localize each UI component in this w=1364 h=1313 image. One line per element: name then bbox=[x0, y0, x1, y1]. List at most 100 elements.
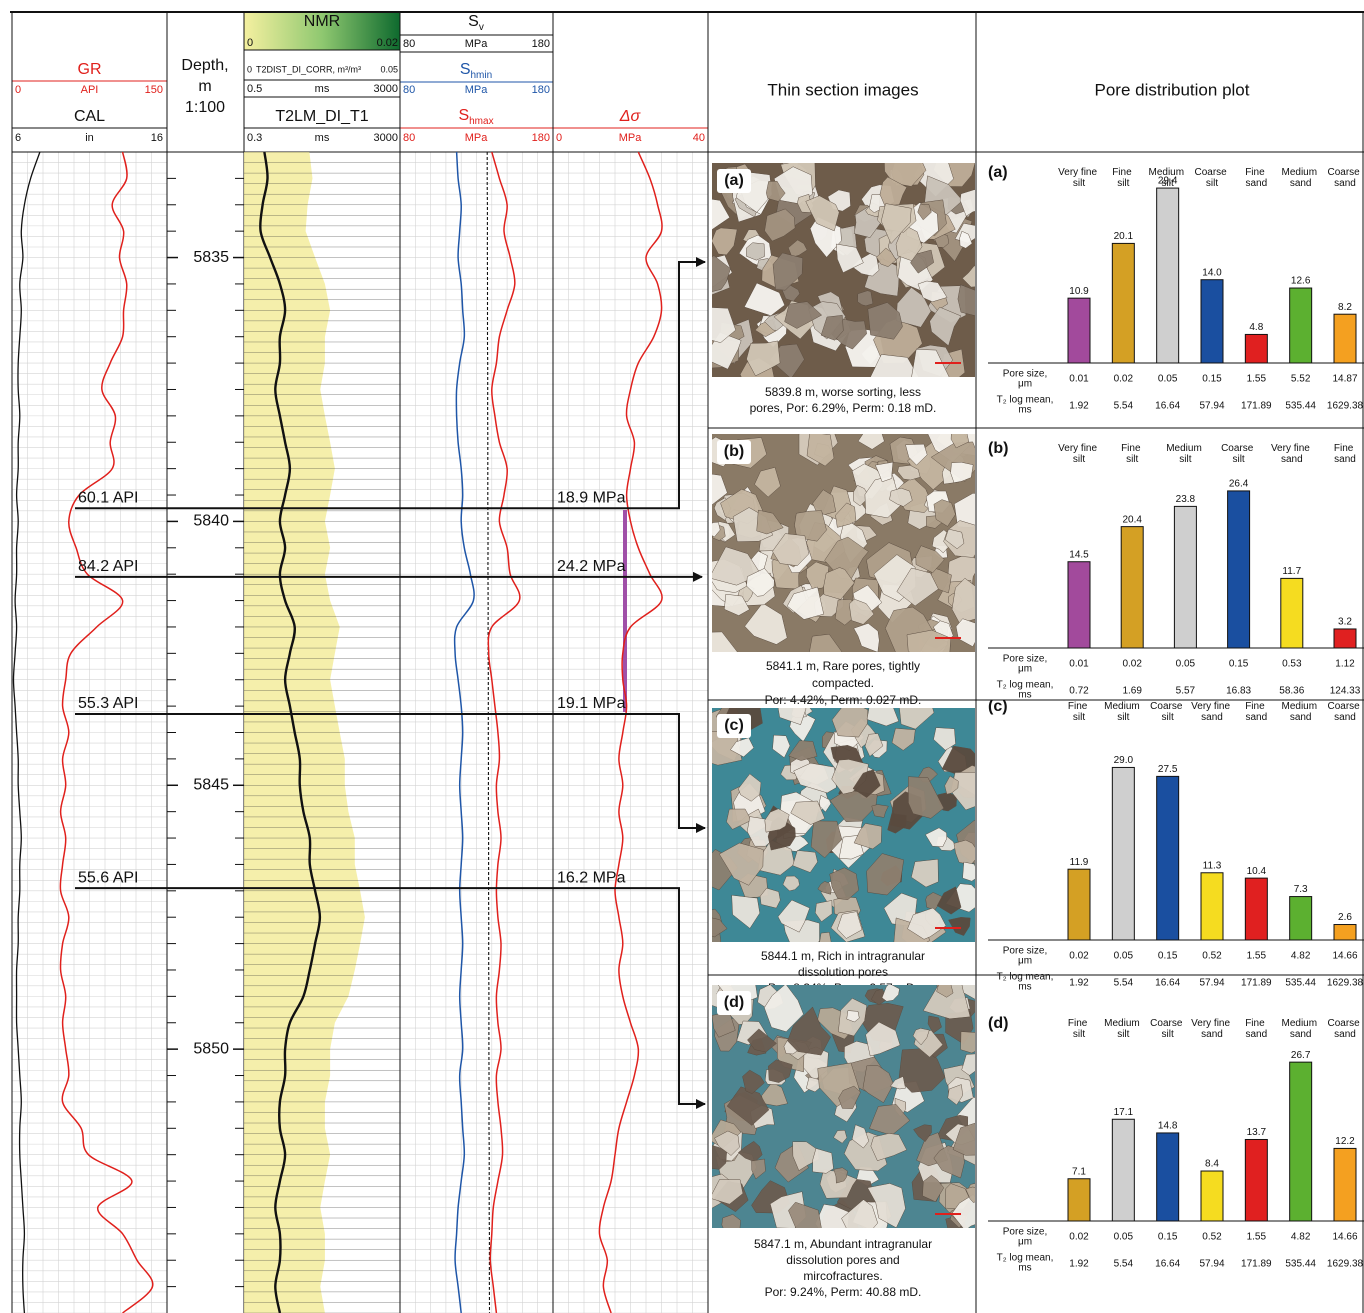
value-label: 8.4 bbox=[1205, 1159, 1219, 1170]
nmr-min: 0 bbox=[247, 37, 253, 49]
sv-min: 80 bbox=[403, 38, 415, 50]
t2-log-mean: 16.64 bbox=[1155, 978, 1180, 989]
caption: Por: 4.42%, Perm: 0.027 mD. bbox=[765, 693, 922, 707]
t2lm-min: 0.3 bbox=[247, 132, 262, 144]
panel-label: (a) bbox=[724, 172, 744, 189]
category-label: Fine sand bbox=[1245, 701, 1267, 723]
bar bbox=[1201, 873, 1223, 940]
t2-log-mean: 171.89 bbox=[1241, 401, 1272, 412]
pore-size: 0.05 bbox=[1114, 951, 1134, 962]
grain bbox=[819, 932, 831, 946]
page: { "log": { "headers": { "gr": {"name": "… bbox=[0, 0, 1364, 1313]
shmax-max: 180 bbox=[532, 132, 550, 144]
row-label: ms bbox=[1018, 982, 1031, 993]
category-label: Medium sand bbox=[1281, 167, 1319, 189]
pore-size: 0.02 bbox=[1069, 1232, 1089, 1243]
t2lm-max: 3000 bbox=[374, 132, 398, 144]
value-label: 7.1 bbox=[1072, 1166, 1086, 1177]
dsigma-max: 40 bbox=[693, 132, 705, 144]
t2-log-mean: 535.44 bbox=[1285, 401, 1316, 412]
pore-size: 4.82 bbox=[1291, 1232, 1311, 1243]
value-label: 11.7 bbox=[1282, 566, 1301, 577]
bar bbox=[1201, 280, 1223, 363]
depth-label: 5835 bbox=[193, 249, 229, 266]
t2-scale-unit: ms bbox=[315, 83, 330, 95]
bar bbox=[1334, 925, 1356, 940]
caption: dissolution pores bbox=[798, 965, 888, 979]
bar bbox=[1174, 506, 1196, 648]
bar bbox=[1290, 1062, 1312, 1221]
category-label: Medium silt bbox=[1104, 1018, 1142, 1040]
category-label: Coarse silt bbox=[1150, 1018, 1185, 1040]
value-label: 29.0 bbox=[1114, 755, 1134, 766]
value-label: 12.2 bbox=[1335, 1136, 1355, 1147]
row-label: ms bbox=[1018, 690, 1031, 701]
depth-scale: 1:100 bbox=[185, 99, 225, 116]
category-label: Medium silt bbox=[1166, 443, 1204, 465]
t2-log-mean: 1.92 bbox=[1069, 1259, 1089, 1270]
category-label: Fine silt bbox=[1068, 1018, 1090, 1040]
pore-size: 1.55 bbox=[1247, 374, 1267, 385]
value-label: 8.2 bbox=[1338, 302, 1352, 313]
bar bbox=[1112, 767, 1134, 940]
cal-max: 16 bbox=[151, 132, 163, 144]
category-label: Coarse silt bbox=[1221, 443, 1256, 465]
category-label: Fine silt bbox=[1068, 701, 1090, 723]
shmax-unit: MPa bbox=[465, 132, 489, 144]
t2lm-title: T2LM_DI_T1 bbox=[275, 108, 368, 125]
t2-log-mean: 16.83 bbox=[1226, 686, 1251, 697]
cal-title: CAL bbox=[74, 108, 105, 125]
t2-log-mean: 16.64 bbox=[1155, 1259, 1180, 1270]
grain bbox=[858, 291, 873, 306]
pore-size: 1.55 bbox=[1247, 1232, 1267, 1243]
pore-size: 1.12 bbox=[1335, 659, 1355, 670]
bar bbox=[1290, 288, 1312, 363]
gr-annotation: 55.6 API bbox=[78, 869, 139, 886]
shmin-subscript: hmin bbox=[470, 70, 492, 81]
cal-unit: in bbox=[85, 132, 94, 144]
shmin-unit: MPa bbox=[465, 84, 489, 96]
chart-label: (b) bbox=[988, 440, 1008, 457]
t2-log-mean: 5.57 bbox=[1176, 686, 1196, 697]
caption: Por: 9.24%, Perm: 40.88 mD. bbox=[765, 1285, 922, 1299]
depth-label: 5840 bbox=[193, 513, 229, 530]
value-label: 11.3 bbox=[1203, 860, 1222, 871]
bar bbox=[1121, 527, 1143, 648]
value-label: 12.6 bbox=[1291, 276, 1311, 287]
bar bbox=[1290, 897, 1312, 940]
row-label: μm bbox=[1018, 1237, 1032, 1248]
bar bbox=[1157, 188, 1179, 363]
value-label: 7.3 bbox=[1294, 884, 1308, 895]
stress-annotation: 16.2 MPa bbox=[557, 869, 626, 886]
t2-log-mean: 1.69 bbox=[1122, 686, 1142, 697]
value-label: 29.4 bbox=[1158, 176, 1178, 187]
t2-log-mean: 57.94 bbox=[1199, 1259, 1224, 1270]
value-label: 26.7 bbox=[1291, 1050, 1311, 1061]
t2-log-mean: 535.44 bbox=[1285, 978, 1316, 989]
value-label: 27.5 bbox=[1158, 764, 1178, 775]
bar bbox=[1245, 1139, 1267, 1221]
value-label: 23.8 bbox=[1176, 494, 1196, 505]
pore-size: 0.52 bbox=[1202, 951, 1222, 962]
t2-log-mean: 5.54 bbox=[1114, 401, 1134, 412]
shmin-max: 180 bbox=[532, 84, 550, 96]
t2-log-mean: 57.94 bbox=[1199, 978, 1224, 989]
gr-annotation: 60.1 API bbox=[78, 489, 139, 506]
pore-size: 14.87 bbox=[1332, 374, 1357, 385]
caption: 5841.1 m, Rare pores, tightly bbox=[766, 659, 920, 673]
category-label: Coarse sand bbox=[1327, 1018, 1362, 1040]
pore-size: 0.02 bbox=[1069, 951, 1089, 962]
chart-label: (a) bbox=[988, 164, 1008, 181]
shmin-symbol: S bbox=[460, 61, 471, 78]
category-label: Medium sand bbox=[1281, 701, 1319, 723]
dsigma-min: 0 bbox=[556, 132, 562, 144]
pore-plot-title: Pore distribution plot bbox=[1095, 80, 1250, 99]
pore-size: 0.02 bbox=[1114, 374, 1134, 385]
t2dist-max: 0.05 bbox=[380, 64, 398, 74]
bar bbox=[1201, 1171, 1223, 1221]
bar bbox=[1334, 1148, 1356, 1221]
t2-log-mean: 1629.38 bbox=[1327, 1259, 1364, 1270]
value-label: 14.5 bbox=[1069, 549, 1089, 560]
category-label: Fine silt bbox=[1112, 167, 1134, 189]
t2-log-mean: 171.89 bbox=[1241, 1259, 1272, 1270]
